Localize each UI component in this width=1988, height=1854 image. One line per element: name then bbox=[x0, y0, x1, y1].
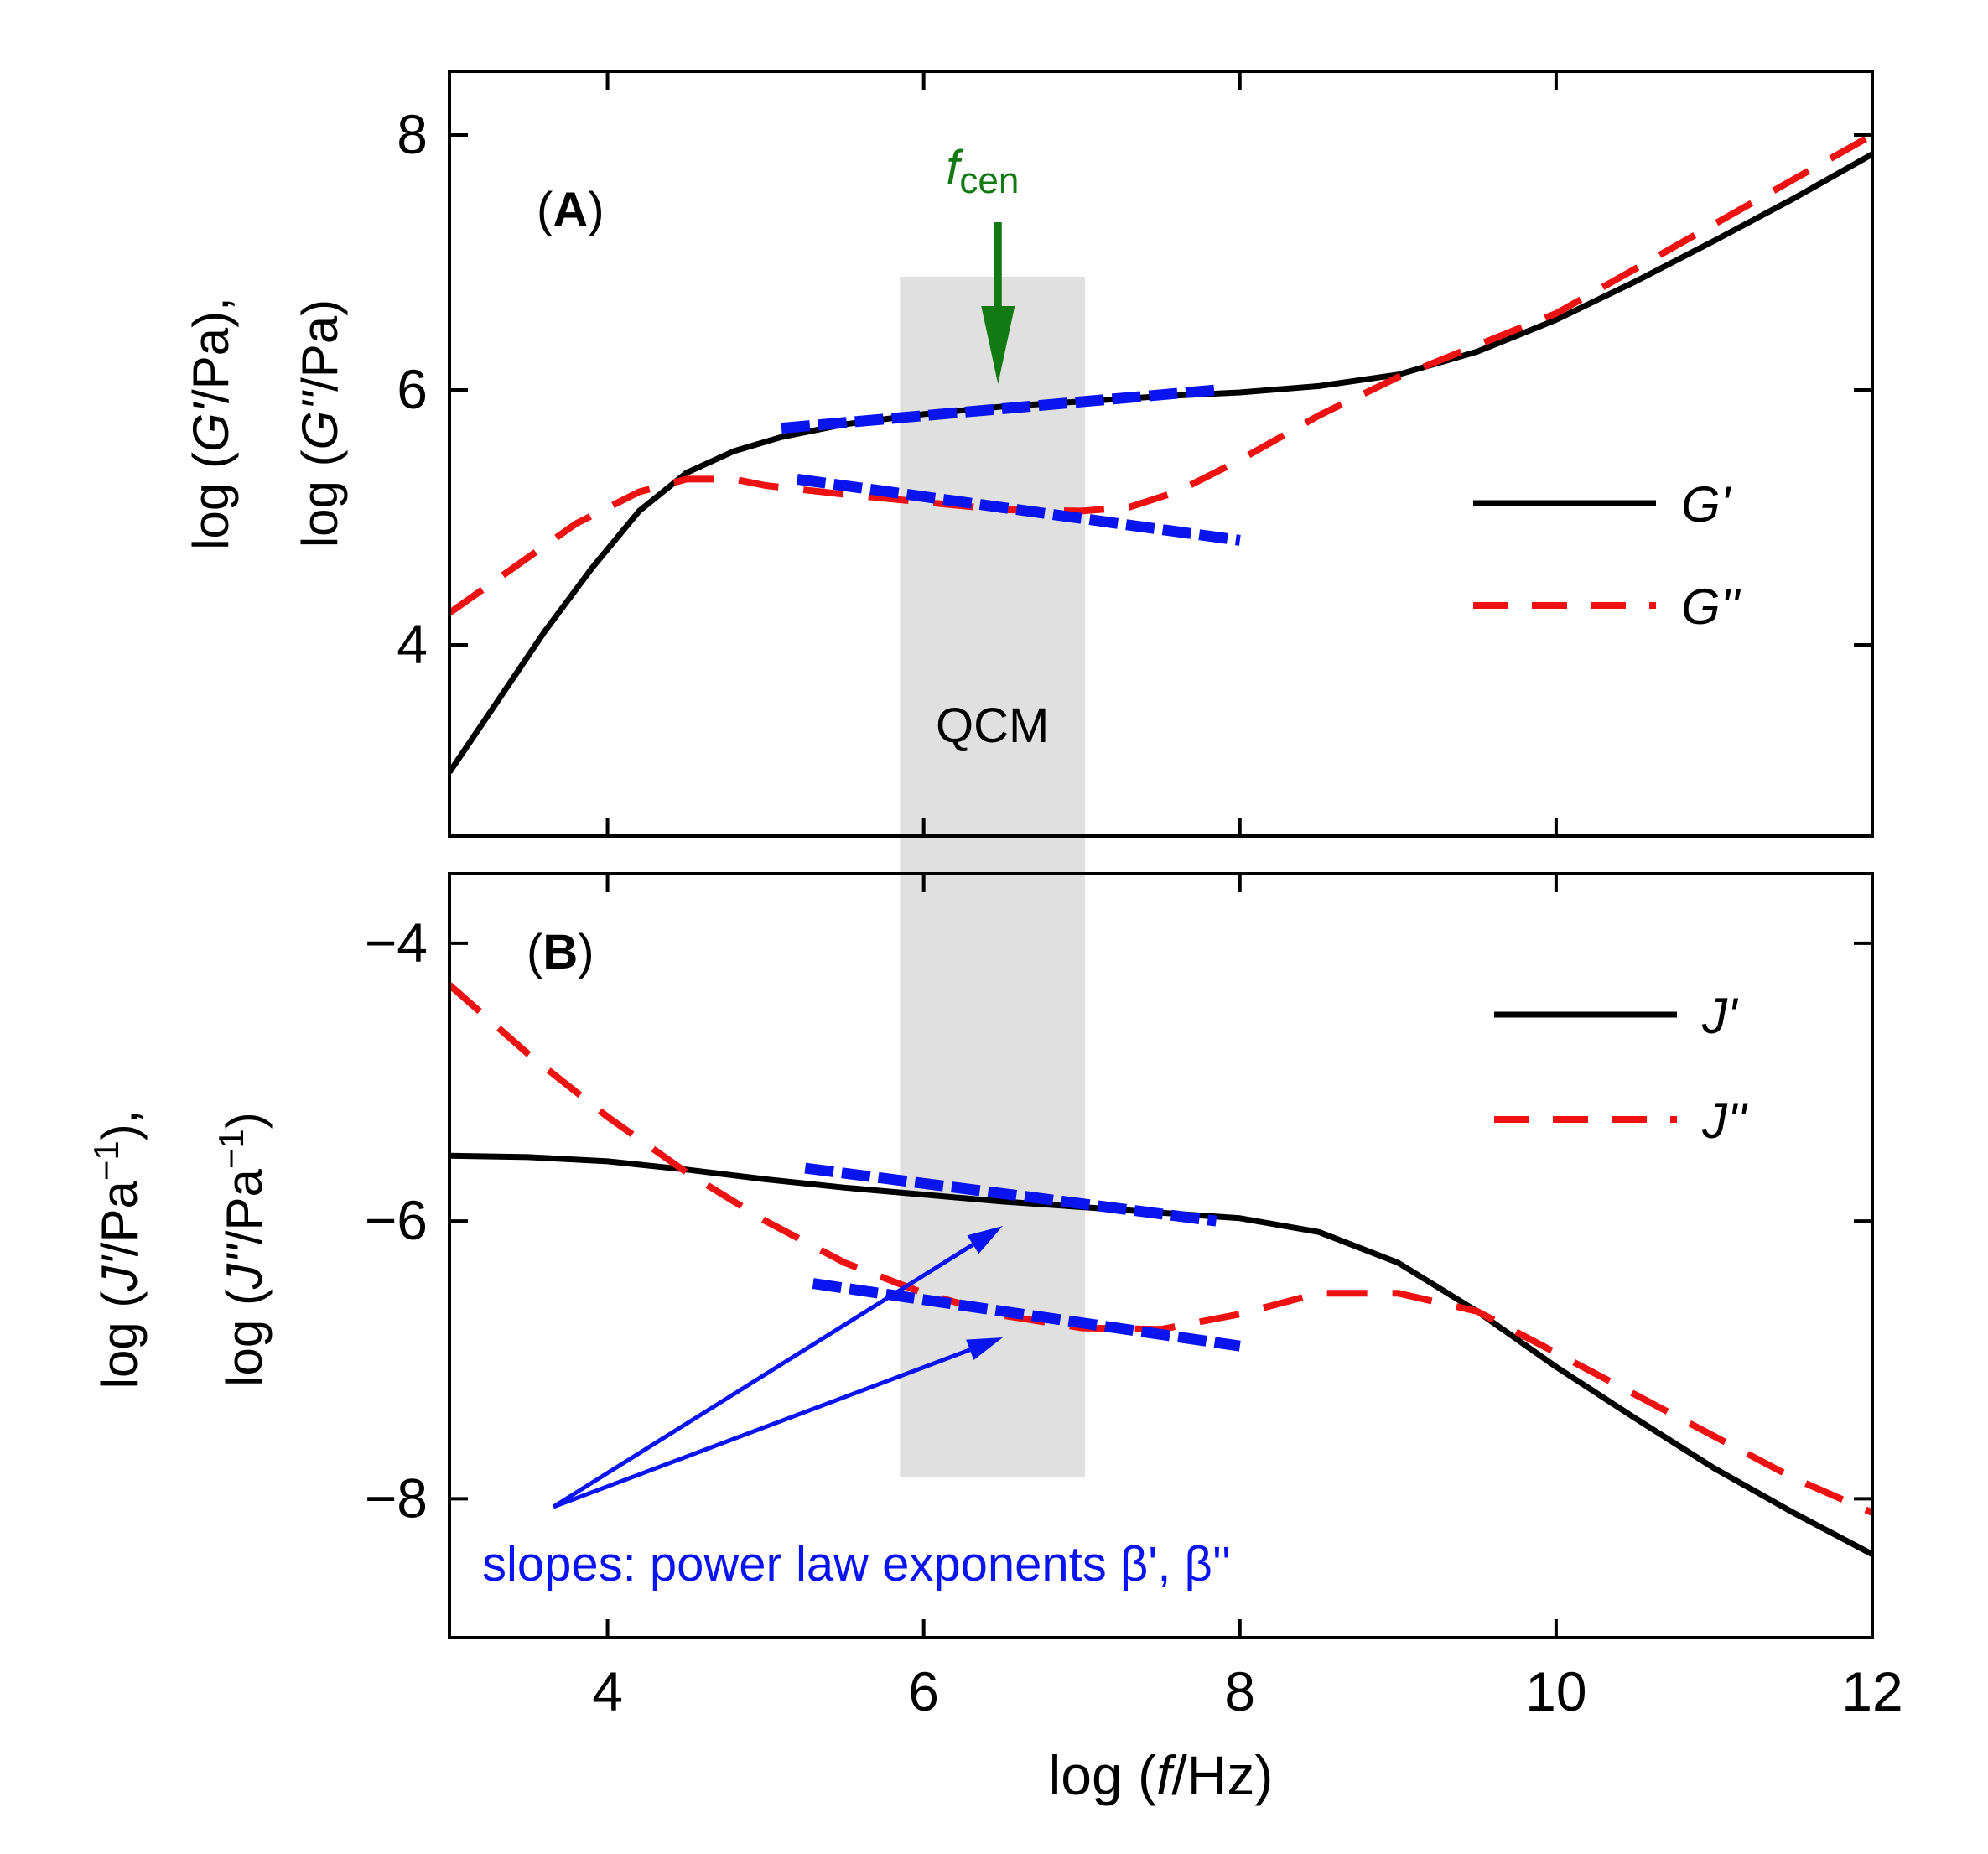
legend-label-g-prime: G' bbox=[1681, 476, 1732, 532]
legend-label-j-prime: J' bbox=[1701, 988, 1739, 1044]
panel-a-x-ticks bbox=[605, 71, 1874, 836]
panel-b-label-open: ( bbox=[527, 925, 542, 979]
x-tick-label: 4 bbox=[592, 1660, 623, 1722]
fcen-arrow-head bbox=[981, 306, 1015, 384]
x-tick-label: 12 bbox=[1841, 1660, 1902, 1722]
panel-a-label: (A) bbox=[537, 183, 605, 237]
panel-b-y-label-line1-suffix: /Pa bbox=[91, 1181, 148, 1257]
panel-a-y-label-line1-suffix: /Pa), bbox=[183, 297, 239, 403]
panel-b-y-label-line2-end: ) bbox=[216, 1112, 273, 1129]
panel-b-y-label-line2: log (J''/Pa−1) bbox=[211, 1112, 273, 1387]
panel-b-y-label-line1: log (J'/Pa−1), bbox=[86, 1110, 148, 1389]
panel-a: 468 (A) log (G'/Pa), log (G''/Pa) G' G''… bbox=[183, 70, 1874, 838]
panel-b-x-ticks: 4 6 8 10 12 bbox=[592, 874, 1903, 1722]
panel-a-y-label-line2-suffix: /Pa) bbox=[292, 299, 348, 392]
panel-a-y-label-line2: log (G''/Pa) bbox=[292, 299, 348, 548]
panel-a-curves bbox=[449, 132, 1872, 774]
fcen-annotation: fcen bbox=[946, 141, 1019, 384]
panel-a-y-label-line1-prefix: log ( bbox=[183, 452, 239, 550]
series-fit-jpp bbox=[812, 1278, 1241, 1352]
panel-b-curves bbox=[449, 982, 1872, 1557]
panel-a-y-ticks: 4 6 8 bbox=[397, 103, 1872, 675]
slopes-arrows bbox=[552, 1226, 1003, 1509]
panel-b-y-ticks: −8 −6 −4 bbox=[365, 911, 1872, 1529]
panel-b-y-label-line2-var: J'' bbox=[216, 1243, 273, 1290]
panel-a-y-label-line2-prefix: log ( bbox=[292, 449, 348, 548]
panel-b-y-label-line1-sup: −1 bbox=[86, 1140, 126, 1181]
y-tick-label: −6 bbox=[365, 1189, 428, 1251]
legend-label-j-dprime: J'' bbox=[1701, 1093, 1748, 1149]
panel-a-label-close: ) bbox=[588, 183, 604, 237]
panel-a-frame bbox=[448, 70, 1874, 838]
panel-b-y-label-line2-sup: −1 bbox=[211, 1129, 251, 1169]
y-tick-label: −4 bbox=[365, 911, 428, 974]
y-tick-label: −8 bbox=[365, 1467, 428, 1529]
slope-arrow-1-head bbox=[967, 1226, 1003, 1254]
panel-b-legend: J' J'' bbox=[1494, 988, 1748, 1149]
panel-b: 4 6 8 10 12 −8−6−4 (B) log (J'/Pa−1), log (J… bbox=[86, 872, 1903, 1722]
slopes-annotation: slopes: power law exponents β', β'' bbox=[482, 1537, 1231, 1592]
slope-arrow-2-head bbox=[966, 1337, 1003, 1360]
panel-b-frame bbox=[448, 872, 1874, 1639]
panel-b-y-label-line2-prefix: log ( bbox=[216, 1289, 273, 1387]
panel-b-y-label-line1-end: ), bbox=[91, 1110, 148, 1141]
y-tick-label: 8 bbox=[397, 103, 428, 165]
qcm-band bbox=[900, 277, 1085, 1477]
fcen-label: fcen bbox=[946, 141, 1019, 201]
panel-a-label-letter: A bbox=[553, 183, 588, 237]
panel-a-label-open: ( bbox=[537, 183, 553, 237]
panel-b-label-close: ) bbox=[578, 925, 594, 979]
slope-arrow-1-shaft bbox=[552, 1243, 974, 1509]
panel-a-y-label-line1: log (G'/Pa), bbox=[183, 297, 239, 550]
x-tick-label: 8 bbox=[1224, 1660, 1255, 1722]
series-fit-jp bbox=[804, 1162, 1217, 1227]
series-fit-gpp bbox=[796, 473, 1241, 546]
panel-b-y-label-line1-prefix: log ( bbox=[91, 1291, 148, 1389]
series-gp bbox=[449, 151, 1872, 774]
panel-b-y-label-line2-suffix: /Pa bbox=[216, 1168, 273, 1244]
fcen-label-sub: cen bbox=[959, 160, 1019, 201]
panel-a-y-label-line2-var: G'' bbox=[292, 389, 348, 449]
panel-a-y-label-line1-var: G' bbox=[183, 401, 239, 452]
x-tick-label: 6 bbox=[908, 1660, 939, 1722]
series-gpp bbox=[449, 132, 1872, 616]
legend-label-g-dprime: G'' bbox=[1681, 579, 1741, 635]
x-axis-label-prefix: log ( bbox=[1049, 1744, 1156, 1806]
slope-arrow-2-shaft bbox=[553, 1348, 971, 1509]
panel-b-label-letter: B bbox=[542, 925, 578, 979]
x-axis-label-suffix: /Hz) bbox=[1171, 1744, 1273, 1806]
panel-b-y-label-line1-var: J' bbox=[91, 1254, 148, 1292]
qcm-label: QCM bbox=[936, 698, 1049, 753]
panel-a-legend: G' G'' bbox=[1473, 476, 1741, 635]
y-tick-label: 6 bbox=[397, 358, 428, 420]
y-tick-label: 4 bbox=[397, 613, 428, 675]
x-axis-label: log (f/Hz) bbox=[1049, 1744, 1274, 1806]
x-tick-label: 10 bbox=[1525, 1660, 1586, 1722]
panel-b-label: (B) bbox=[527, 925, 594, 979]
